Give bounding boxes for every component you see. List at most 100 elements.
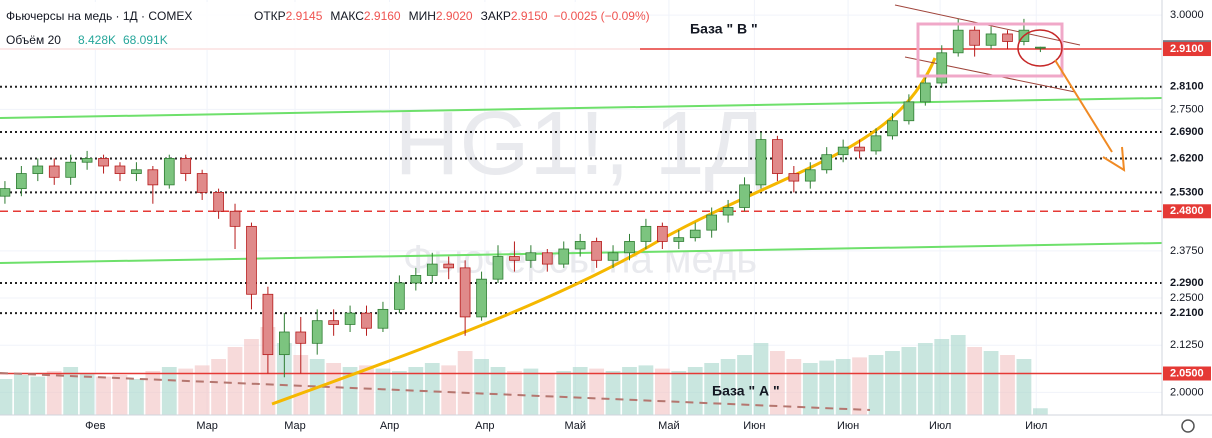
volume-bar: [178, 368, 194, 415]
candle-body: [903, 101, 915, 122]
settings-icon[interactable]: [1181, 419, 1195, 433]
volume-bar: [852, 357, 867, 415]
candle-body: [919, 82, 931, 103]
level-label: 2.2100: [1170, 307, 1204, 319]
candle-body: [969, 29, 980, 46]
candle-body: [591, 241, 602, 261]
ohlc-label: ОТКР: [254, 9, 286, 23]
candle-body: [476, 278, 487, 318]
volume-title: Объём 20: [6, 33, 61, 47]
candle-body: [739, 184, 750, 208]
candle-body: [936, 52, 948, 84]
candle-body: [624, 241, 635, 254]
volume-bar: [654, 368, 670, 415]
candle-body: [607, 252, 619, 261]
volume-bar: [1000, 355, 1015, 415]
candle-body: [706, 214, 717, 231]
candle-body: [509, 256, 520, 261]
level-label: 2.6900: [1170, 126, 1204, 138]
level-label: 2.8100: [1170, 81, 1204, 93]
volume-bar: [46, 371, 62, 415]
level-badge: [1163, 42, 1211, 57]
volume-bar: [737, 355, 752, 415]
candle-body: [574, 241, 586, 250]
x-tick-label: Мар: [284, 420, 306, 432]
volume-bar: [901, 347, 917, 415]
volume-bar: [129, 379, 144, 415]
volume-bar: [589, 368, 605, 415]
ohlc-value: 2.9145: [286, 9, 323, 23]
volume-bar: [145, 371, 161, 415]
legend-background: [0, 2, 640, 50]
candle-body: [32, 165, 44, 174]
candle-body: [804, 169, 816, 182]
candle-body: [640, 225, 652, 242]
y-tick-label: 2.7500: [1170, 103, 1204, 115]
x-tick-label: Июн: [837, 420, 859, 432]
ohlc-change: −0.0025 (−0.09%): [554, 9, 650, 23]
candle-body: [295, 331, 307, 344]
arrow: [1054, 59, 1113, 153]
candle-body: [131, 169, 142, 174]
ohlc: ОТКР2.9145 МАКС2.9160 МИН2.9020 ЗАКР2.9150−…: [254, 9, 650, 23]
volume-bar: [1016, 359, 1032, 415]
volume-bar: [194, 365, 210, 415]
volume-bar: [556, 371, 572, 415]
candle-body: [16, 173, 27, 190]
volume-bar: [441, 365, 457, 415]
candle-body: [344, 312, 356, 325]
candles: [0, 18, 1046, 378]
candle-body: [443, 263, 455, 269]
trend-line: [0, 97, 1163, 119]
volume-bar: [79, 373, 95, 415]
candle-body: [985, 33, 997, 46]
y-tick-label: 2.0000: [1170, 386, 1204, 398]
candle-body: [279, 331, 290, 356]
volume-bar: [244, 339, 259, 415]
x-tick-label: Июл: [929, 420, 951, 432]
ohlc-label: МИН: [409, 9, 436, 23]
ohlc-label: МАКС: [330, 9, 364, 23]
level-badge: [1163, 306, 1211, 321]
candle-body: [788, 173, 800, 182]
candle-body: [361, 312, 372, 329]
y-tick-label: 3.0000: [1170, 9, 1204, 21]
candle-body: [377, 308, 389, 329]
volume-bar: [375, 368, 391, 415]
candle-body: [673, 237, 685, 242]
volume-bar: [704, 363, 720, 415]
volume-bar: [359, 365, 374, 415]
volume-bar: [605, 371, 621, 415]
candle-body: [147, 169, 159, 186]
candle-body: [262, 293, 274, 356]
x-tick-label: Май: [564, 420, 586, 432]
candle-body: [887, 120, 898, 137]
level-badge: [1163, 79, 1211, 94]
candle-body: [492, 256, 504, 280]
price-axis: [1162, 0, 1212, 438]
level-badge: [1163, 151, 1211, 166]
candle-body: [657, 225, 668, 242]
candle-body: [48, 165, 60, 178]
volume-bar: [211, 359, 226, 415]
curve: [271, 57, 937, 406]
volume-bar: [408, 367, 424, 415]
volume-bar: [63, 367, 79, 415]
volume-bar: [835, 359, 851, 415]
candle-body: [870, 135, 882, 152]
trend-line: [0, 372, 871, 411]
candle-body: [854, 146, 865, 152]
x-tick-label: Фев: [85, 420, 105, 432]
x-tick-label: Апр: [475, 420, 494, 432]
level-label: 2.0500: [1170, 367, 1204, 379]
volume-bar: [967, 347, 983, 415]
candle-body: [311, 320, 323, 344]
level-label: 2.4800: [1170, 205, 1204, 217]
volume-bar: [638, 365, 654, 415]
volume-bar: [161, 367, 177, 415]
volume-bar: [326, 363, 342, 415]
candle-body: [722, 207, 734, 216]
ohlc-value: 2.9160: [364, 9, 401, 23]
candle-body: [459, 267, 471, 318]
